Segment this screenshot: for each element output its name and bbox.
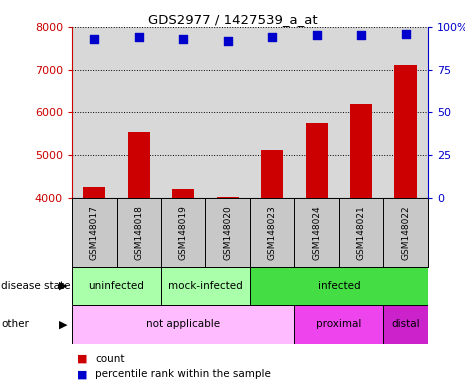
Point [358,32,365,38]
Text: GSM148020: GSM148020 [223,205,232,260]
Text: uninfected: uninfected [89,281,145,291]
Text: disease state: disease state [1,281,70,291]
Bar [261,150,283,198]
Text: GDS2977 / 1427539_a_at: GDS2977 / 1427539_a_at [148,13,317,26]
Point [179,36,187,42]
Text: GSM148018: GSM148018 [134,205,143,260]
Bar [72,305,294,344]
Text: ■: ■ [77,369,87,379]
Bar [350,104,372,198]
Text: ▶: ▶ [59,281,67,291]
Point [313,32,320,38]
Text: mock-infected: mock-infected [168,281,243,291]
Bar [217,197,239,198]
Point [91,36,98,42]
Bar [83,187,106,198]
Text: GSM148022: GSM148022 [401,205,410,260]
Text: GSM148021: GSM148021 [357,205,365,260]
Point [135,34,142,40]
Text: ▶: ▶ [59,319,67,329]
Bar [294,305,383,344]
Point [268,34,276,40]
Bar [161,267,250,305]
Point [224,38,232,44]
Text: count: count [95,354,125,364]
Text: not applicable: not applicable [146,319,220,329]
Text: proximal: proximal [316,319,362,329]
Text: GSM148023: GSM148023 [268,205,277,260]
Text: ■: ■ [77,354,87,364]
Text: GSM148024: GSM148024 [312,205,321,260]
Text: distal: distal [391,319,420,329]
Text: percentile rank within the sample: percentile rank within the sample [95,369,271,379]
Bar [394,65,417,198]
Bar [383,305,428,344]
Point [402,31,409,37]
Bar [306,123,328,198]
Text: GSM148017: GSM148017 [90,205,99,260]
Bar [172,189,194,198]
Bar [128,132,150,198]
Text: GSM148019: GSM148019 [179,205,188,260]
Bar [250,267,428,305]
Bar [72,267,161,305]
Text: other: other [1,319,29,329]
Text: infected: infected [318,281,360,291]
